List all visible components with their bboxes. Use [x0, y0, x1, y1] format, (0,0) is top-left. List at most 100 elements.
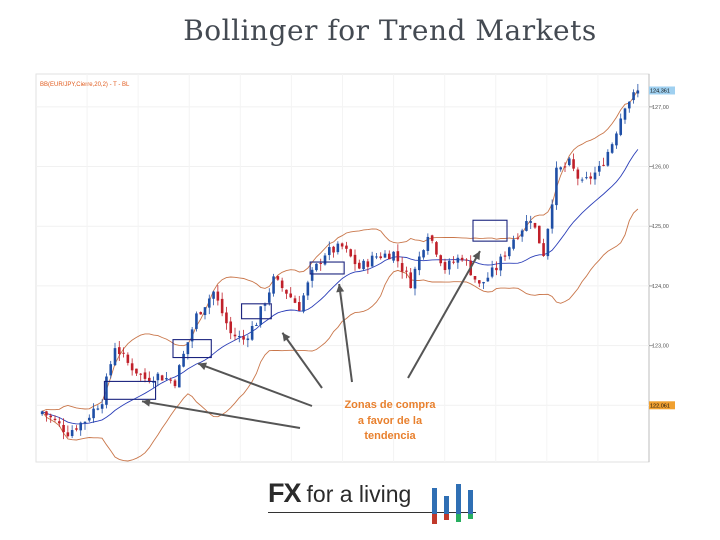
- candle-body: [203, 307, 207, 316]
- middle-band: [41, 149, 639, 425]
- lower-price-label: 122,061: [650, 403, 670, 409]
- candle-body: [117, 347, 121, 355]
- candle-body: [173, 380, 177, 387]
- y-tick-label: 126,00: [652, 165, 669, 171]
- candle-body: [126, 354, 130, 363]
- candle-body: [362, 260, 365, 270]
- candle-body: [619, 118, 623, 135]
- candle-body: [400, 263, 404, 272]
- candle-body: [79, 422, 83, 431]
- candle-body: [409, 272, 413, 289]
- candle-body: [250, 325, 254, 340]
- annotation-arrow-head: [142, 398, 151, 407]
- candle-body: [503, 255, 507, 257]
- candle-body: [443, 262, 447, 271]
- buy-zone-box: [103, 380, 157, 400]
- candle-body: [229, 321, 233, 334]
- candle-body: [122, 352, 125, 354]
- current-price-label-bg: [649, 86, 675, 95]
- candle-body: [113, 348, 117, 366]
- candle-body: [495, 267, 498, 271]
- candle-body: [615, 133, 618, 146]
- candle-body: [195, 313, 198, 329]
- candle-body: [207, 298, 211, 308]
- annotation-arrow-head: [282, 332, 291, 342]
- candle-body: [105, 376, 108, 405]
- candle-body: [263, 304, 267, 306]
- candle-body: [627, 101, 631, 109]
- buy-zone-box: [172, 339, 212, 359]
- candle-body: [580, 179, 584, 181]
- candle-body: [452, 261, 455, 263]
- candle-body: [199, 312, 203, 315]
- candle-body: [272, 276, 275, 294]
- candle-body: [285, 289, 288, 294]
- candle-body: [533, 222, 537, 228]
- candle-body: [555, 167, 558, 206]
- candle-body: [293, 298, 297, 303]
- candle-body: [550, 204, 554, 229]
- candle-body: [100, 404, 104, 409]
- candle-body: [135, 368, 138, 374]
- candle-body: [507, 247, 511, 257]
- bollinger-bands: [41, 89, 639, 462]
- candle-body: [156, 373, 160, 381]
- logo-underline: [268, 512, 476, 513]
- candle-body: [477, 280, 481, 284]
- candle-body: [92, 408, 95, 419]
- candle-body: [610, 144, 614, 153]
- candle-body: [315, 263, 318, 271]
- annotation-arrows: [141, 250, 481, 429]
- candle-body: [310, 269, 314, 281]
- candle-body: [370, 255, 374, 267]
- candle-body: [593, 172, 597, 180]
- candle-body: [379, 256, 383, 259]
- annotation-arrow-shaft: [338, 283, 353, 383]
- candle-body: [83, 421, 87, 424]
- candle-body: [319, 262, 323, 264]
- candle-body: [70, 430, 74, 437]
- candle-body: [165, 378, 168, 380]
- candle-body: [336, 243, 340, 253]
- candle-body: [220, 298, 224, 314]
- buy-zone-box: [241, 303, 272, 320]
- candle-body: [139, 373, 143, 375]
- candle-body: [327, 247, 331, 256]
- candle-body: [242, 336, 245, 340]
- buy-zone-boxes: [103, 219, 508, 400]
- candle-body: [516, 237, 520, 239]
- candle-body: [512, 239, 515, 249]
- candle-body: [632, 92, 635, 101]
- annotation-arrow-shaft: [141, 400, 301, 429]
- candle-body: [160, 375, 164, 381]
- candle-body: [353, 254, 357, 265]
- annotation-arrow-head: [472, 251, 480, 261]
- candle-body: [375, 256, 378, 258]
- candle-body: [297, 302, 301, 311]
- candle-body: [597, 165, 601, 172]
- buy-zone-box: [472, 219, 508, 242]
- candle-body: [75, 428, 78, 430]
- candle-body: [542, 243, 545, 257]
- candle-body: [426, 236, 430, 251]
- annotation-arrow-shaft: [197, 362, 313, 407]
- annotation-arrow-shaft: [281, 332, 323, 389]
- candle-body: [392, 251, 395, 261]
- y-tick-label: 124,00: [652, 284, 669, 290]
- candle-body: [383, 253, 387, 258]
- candle-body: [486, 277, 490, 282]
- candle-body: [62, 424, 65, 433]
- candle-body: [422, 250, 425, 258]
- price-axis-ticks: 127,00126,00125,00124,00123,00122,00124,…: [649, 86, 675, 410]
- candle-body: [53, 418, 57, 421]
- candle-body: [109, 364, 113, 376]
- candle-body: [567, 158, 571, 166]
- candle-body: [345, 245, 348, 249]
- candle-body: [529, 221, 533, 223]
- candle-body: [349, 249, 353, 257]
- candle-body: [267, 292, 271, 303]
- candle-body: [636, 90, 640, 94]
- candle-body: [280, 280, 284, 289]
- candle-body: [259, 306, 263, 325]
- candle-body: [152, 381, 155, 383]
